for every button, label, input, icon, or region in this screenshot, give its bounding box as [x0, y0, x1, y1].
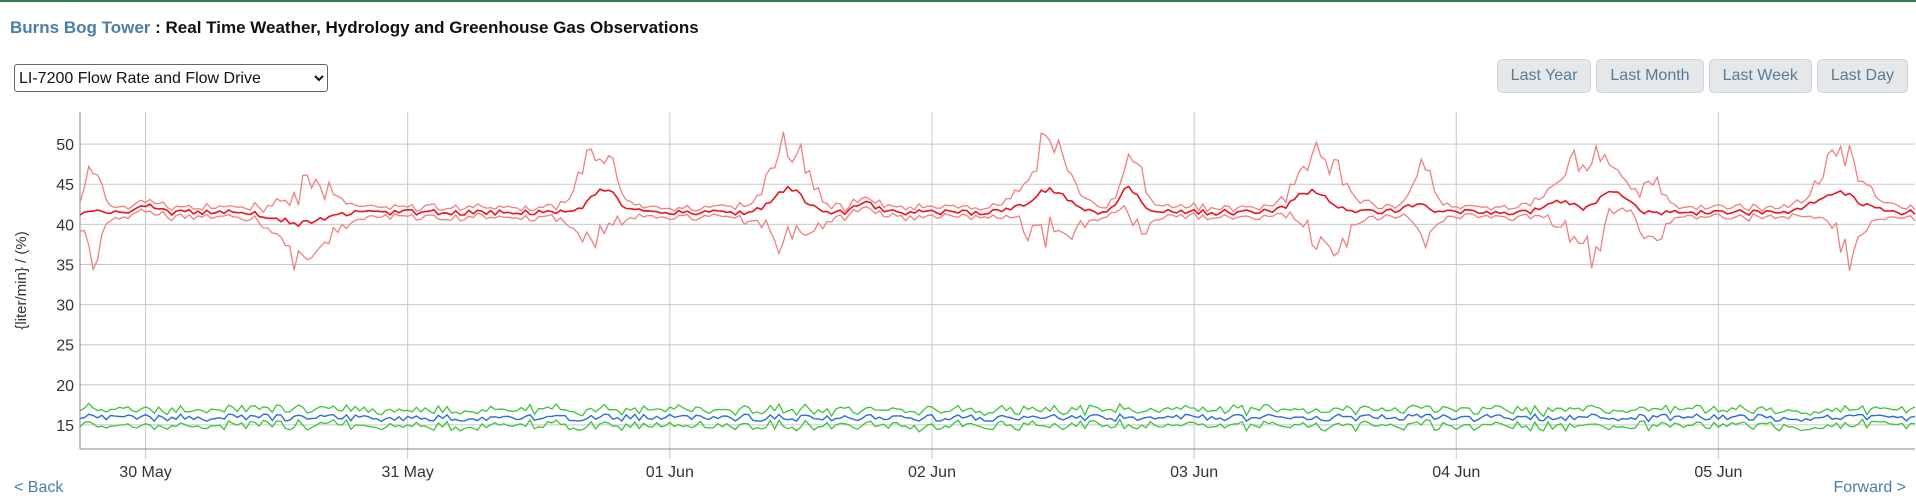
back-link[interactable]: < Back: [14, 479, 64, 496]
variable-select[interactable]: LI-7200 Flow Rate and Flow Drive: [14, 64, 328, 92]
y-tick-label: 50: [56, 137, 74, 154]
y-tick-label: 15: [56, 418, 74, 435]
x-tick-label: 04 Jun: [1432, 464, 1480, 481]
y-tick-label: 45: [56, 177, 74, 194]
header-separator: :: [150, 18, 166, 37]
page-header: Burns Bog Tower : Real Time Weather, Hyd…: [10, 18, 699, 38]
last-year-button[interactable]: Last Year: [1496, 59, 1592, 93]
x-tick-label: 05 Jun: [1694, 464, 1742, 481]
last-day-button[interactable]: Last Day: [1816, 59, 1908, 93]
time-range-buttons: Last Year Last Month Last Week Last Day: [1496, 59, 1908, 93]
flow-rate-min-line: [79, 418, 1916, 433]
y-axis-label: {liter/min} / (%): [13, 231, 30, 329]
y-tick-label: 40: [56, 217, 74, 234]
flow-rate-mean-line: [79, 412, 1916, 423]
flow-drive-min-line: [79, 204, 1916, 272]
flow-drive-max-line: [79, 131, 1916, 214]
flow-rate-max-line: [79, 402, 1916, 418]
y-tick-label: 35: [56, 257, 74, 274]
y-tick-label: 30: [56, 298, 74, 315]
y-tick-label: 25: [56, 338, 74, 355]
flow-drive-mean-line: [79, 185, 1916, 228]
last-week-button[interactable]: Last Week: [1708, 59, 1812, 93]
page-title: Real Time Weather, Hydrology and Greenho…: [165, 18, 699, 37]
forward-link[interactable]: Forward >: [1833, 479, 1906, 496]
x-tick-label: 31 May: [381, 464, 433, 481]
flow-chart: 15 20 25 30 35 40 45 50 30 May 31 May 01 Jun 02 Jun…: [13, 112, 1916, 481]
x-tick-label: 02 Jun: [908, 464, 956, 481]
x-tick-label: 01 Jun: [646, 464, 694, 481]
x-tick-label: 03 Jun: [1170, 464, 1218, 481]
site-name-link[interactable]: Burns Bog Tower: [10, 18, 151, 37]
x-tick-label: 30 May: [119, 464, 171, 481]
y-tick-label: 20: [56, 378, 74, 395]
last-month-button[interactable]: Last Month: [1596, 59, 1704, 93]
